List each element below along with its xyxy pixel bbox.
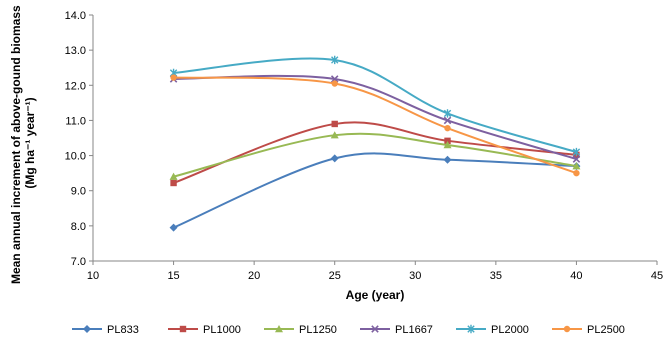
x-tick-label: 15	[167, 270, 179, 282]
data-point-pl2000	[331, 55, 339, 65]
data-point-pl1000	[170, 179, 177, 187]
series-line-pl833	[173, 152, 577, 229]
legend-marker	[563, 325, 571, 333]
legend-label: PL1667	[395, 324, 433, 336]
x-tick-label: 35	[490, 270, 502, 282]
y-tick-label: 13.0	[65, 45, 86, 57]
data-point-pl1667	[330, 75, 339, 83]
data-point-pl1250	[443, 141, 452, 149]
y-tick-label: 11.0	[65, 115, 86, 127]
legend-item-pl2000: PL2000	[456, 324, 529, 336]
y-tick-label: 12.0	[65, 80, 86, 92]
series-line-pl2500	[173, 76, 577, 175]
x-tick-label: 25	[329, 270, 341, 282]
data-point-pl2500	[444, 124, 451, 132]
y-tick-label: 7.0	[71, 256, 86, 268]
legend-marker	[83, 325, 91, 333]
data-point-pl2500	[573, 169, 580, 177]
series-pl833	[169, 152, 581, 232]
data-point-pl833	[330, 154, 339, 163]
legend-label: PL2000	[491, 324, 529, 336]
y-tick-label: 9.0	[71, 186, 86, 198]
data-point-pl1667	[443, 116, 452, 125]
data-point-pl1000	[331, 120, 338, 128]
legend-marker	[275, 325, 283, 333]
legend-label: PL2500	[587, 324, 625, 336]
y-tick-label: 14.0	[65, 10, 86, 22]
y-tick-label: 10.0	[65, 151, 86, 163]
series-pl1667	[169, 74, 581, 163]
legend-marker	[371, 325, 379, 333]
series-pl1250	[169, 131, 581, 180]
x-tick-label: 20	[248, 270, 260, 282]
data-point-pl1250	[572, 162, 581, 170]
x-tick-label: 10	[87, 270, 99, 282]
ticks-layer: 7.0 8.0 9.0 10.0 11.0 12.0 13.0 14.0 10 15 20 25 30 3…	[65, 10, 664, 282]
series-layer	[169, 55, 581, 232]
y-tick-label: 8.0	[71, 221, 86, 233]
legend-marker	[179, 325, 187, 333]
legend-item-pl1667: PL1667	[360, 324, 433, 336]
legend-label: PL833	[107, 324, 139, 336]
data-point-pl1667	[572, 155, 581, 163]
series-line-pl1250	[173, 132, 577, 178]
x-axis-title: Age (year)	[346, 288, 405, 302]
x-tick-label: 40	[570, 270, 582, 282]
legend-item-pl833: PL833	[72, 324, 139, 336]
legend-marker	[467, 324, 475, 334]
legend: PL833 PL1000 PL1250 PL1667 PL2000 PL2500	[72, 324, 625, 336]
legend-item-pl1250: PL1250	[264, 324, 337, 336]
x-tick-label: 45	[651, 270, 663, 282]
data-point-pl2000	[572, 147, 581, 157]
legend-label: PL1250	[299, 324, 337, 336]
series-line-pl2000	[173, 57, 577, 154]
data-point-pl1000	[444, 137, 451, 145]
series-line-pl1667	[173, 74, 577, 161]
y-axis-title: Mean annual increment of above-gound bio…	[9, 2, 37, 284]
legend-item-pl1000: PL1000	[168, 324, 241, 336]
data-point-pl2000	[443, 109, 452, 118]
data-point-pl833	[169, 223, 178, 232]
data-point-pl1250	[169, 172, 178, 180]
series-pl2500	[170, 74, 580, 177]
x-tick-label: 30	[409, 270, 421, 282]
series-line-pl1000	[173, 121, 577, 184]
legend-label: PL1000	[203, 324, 241, 336]
y-axis-title-line2: (Mg ha⁻¹ year⁻¹)	[23, 97, 37, 188]
axes-layer	[92, 15, 657, 262]
data-point-pl2500	[170, 74, 177, 81]
data-point-pl833	[443, 155, 452, 164]
legend-item-pl2500: PL2500	[552, 324, 625, 336]
y-axis-title-line1: Mean annual increment of above-gound bio…	[9, 5, 23, 284]
data-point-pl1250	[330, 131, 339, 139]
data-point-pl2500	[331, 80, 338, 87]
